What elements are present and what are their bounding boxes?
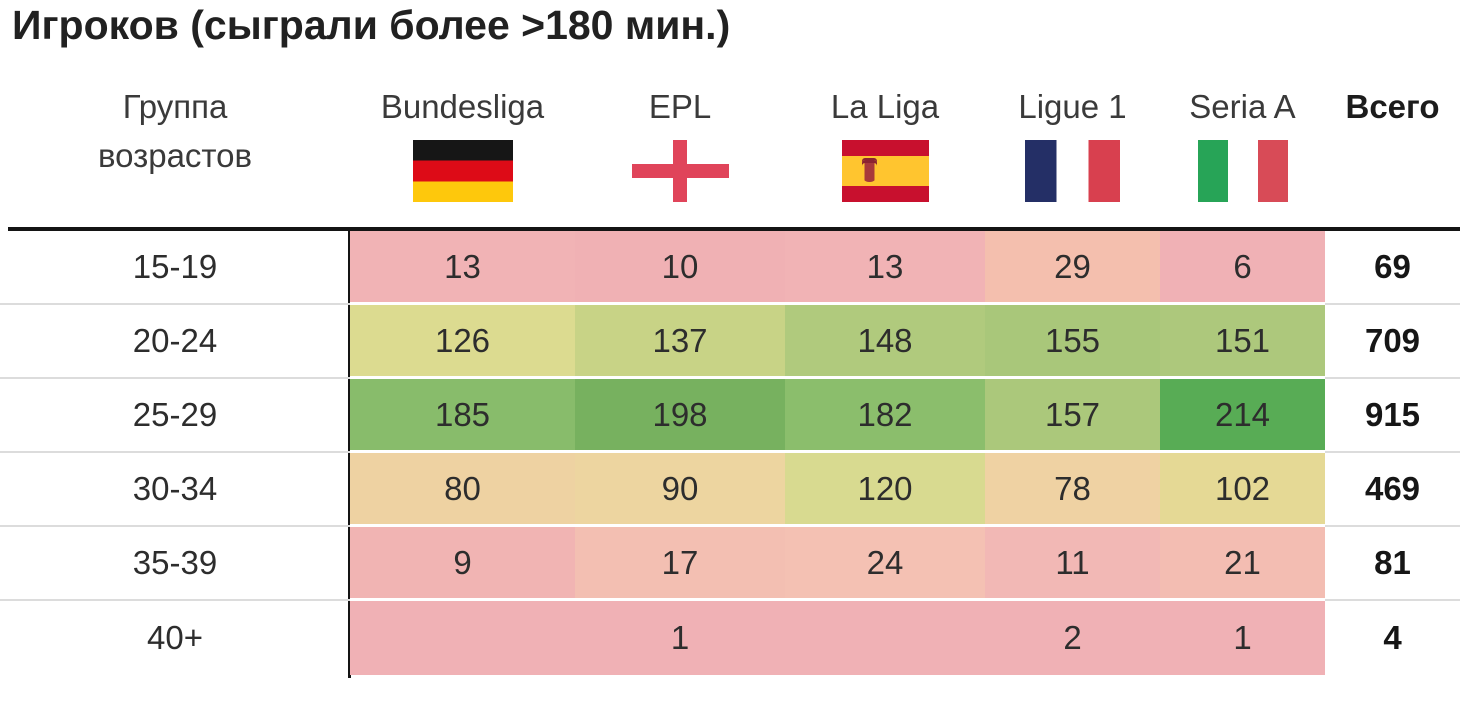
age-group-header-line2: возрастов [97,137,253,174]
age-cell: 30-34 [0,453,350,527]
value-cell: 13 [785,231,985,305]
value-cell: 80 [350,453,575,527]
total-cell: 469 [1325,453,1460,527]
value-cell: 10 [575,231,785,305]
value-cell: 90 [575,453,785,527]
column-header-age-group: Группа возрастов [0,84,350,182]
flag-wrap [985,140,1160,202]
flag-wrap [1160,140,1325,202]
table-top-border [8,227,1460,231]
total-cell: 69 [1325,231,1460,305]
value-cell: 151 [1160,305,1325,379]
league-label: La Liga [830,88,940,125]
england-flag-icon [631,140,729,202]
italy-flag-icon [1197,140,1288,202]
value-cell: 155 [985,305,1160,379]
value-cell [350,601,575,675]
total-cell: 915 [1325,379,1460,453]
value-cell: 198 [575,379,785,453]
value-cell: 185 [350,379,575,453]
league-label: Bundesliga [380,88,545,125]
age-group-header-line1: Группа [122,88,228,125]
value-cell: 9 [350,527,575,601]
age-cell: 25-29 [0,379,350,453]
age-cell: 40+ [147,619,203,656]
flag-wrap [785,140,985,202]
value-cell: 1 [1160,601,1325,675]
column-header-total: Всего [1325,84,1460,130]
value-cell: 102 [1160,453,1325,527]
spain-crest-icon [861,160,877,182]
value-cell: 17 [575,527,785,601]
page-title: Игроков (сыграли более >180 мин.) [12,2,731,48]
league-label: EPL [648,88,712,125]
value-cell: 2 [985,601,1160,675]
value-cell: 137 [575,305,785,379]
flag-wrap [350,140,575,202]
column-header-italy: Seria A [1160,84,1325,202]
value-cell: 13 [350,231,575,305]
total-header-label: Всего [1345,88,1440,125]
column-header-england: EPL [575,84,785,202]
value-cell: 148 [785,305,985,379]
age-cell: 35-39 [0,527,350,601]
flag-wrap [575,140,785,202]
value-cell: 182 [785,379,985,453]
heatmap-table: 15-19 13 10 13 29 6 69 20-24 126 137 148 155 151 709 2… [0,231,1460,675]
value-cell: 214 [1160,379,1325,453]
value-cell: 78 [985,453,1160,527]
league-label: Seria A [1189,88,1296,125]
league-label: Ligue 1 [1018,88,1127,125]
value-cell: 24 [785,527,985,601]
value-cell: 157 [985,379,1160,453]
total-cell: 709 [1325,305,1460,379]
value-cell: 6 [1160,231,1325,305]
value-cell: 29 [985,231,1160,305]
value-cell: 21 [1160,527,1325,601]
france-flag-icon [1025,140,1120,202]
column-header-germany: Bundesliga [350,84,575,202]
value-cell: 11 [985,527,1160,601]
value-cell: 126 [350,305,575,379]
value-cell [785,601,985,675]
age-cell: 20-24 [0,305,350,379]
germany-flag-icon [412,140,513,202]
age-cell: 15-19 [0,231,350,305]
total-cell: 81 [1325,527,1460,601]
column-header-france: Ligue 1 [985,84,1160,202]
total-cell: 4 [1383,619,1402,656]
value-cell: 1 [575,601,785,675]
column-header-spain: La Liga [785,84,985,202]
spain-flag-icon [841,140,929,202]
value-cell: 120 [785,453,985,527]
